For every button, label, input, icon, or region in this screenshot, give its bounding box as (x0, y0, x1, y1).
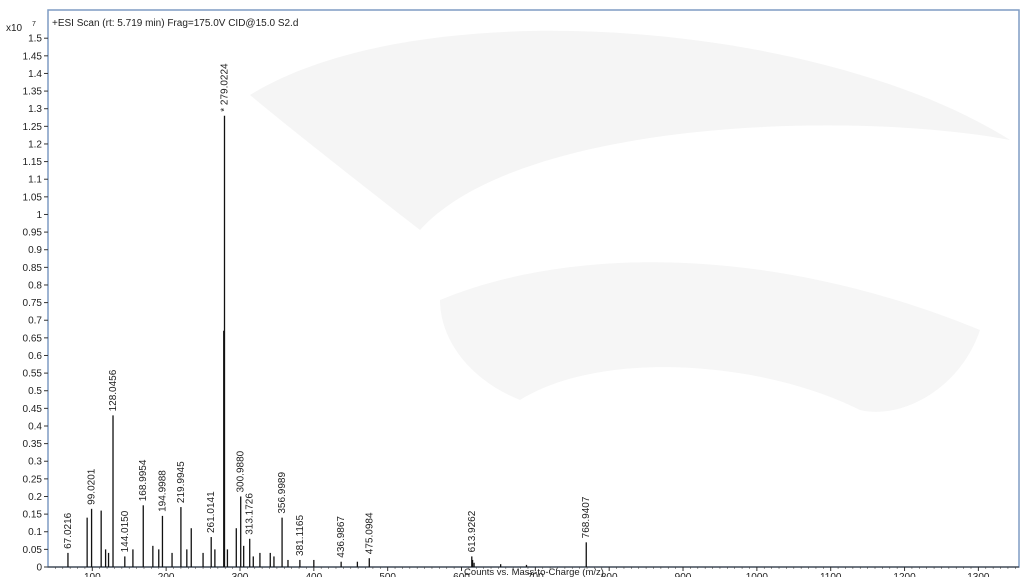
y-tick-label: 1.4 (28, 69, 42, 80)
y-tick-label: 0.6 (28, 351, 42, 362)
y-tick-label: 0.75 (23, 298, 43, 309)
x-tick-label: 400 (305, 572, 322, 577)
peak-label: 128.0456 (108, 369, 119, 411)
peak-label: 356.9989 (277, 471, 288, 513)
peak-label: 219.9945 (176, 461, 187, 503)
x-tick-label: 200 (158, 572, 175, 577)
y-tick-label: 0.3 (28, 457, 42, 468)
x-tick-label: 1300 (967, 572, 990, 577)
x-axis-label: Counts vs. Mass-to-Charge (m/z) (464, 567, 604, 577)
peak-label: 381.1165 (295, 515, 306, 556)
plot-frame (47, 9, 1020, 568)
y-tick-label: 0.2 (28, 492, 42, 503)
y-tick-label: 0.05 (23, 545, 43, 556)
peak-label: 613.9262 (467, 510, 478, 552)
y-tick-label: 1.3 (28, 104, 42, 115)
peak-label: 99.0201 (87, 468, 98, 505)
y-tick-label: 1.15 (23, 157, 43, 168)
peak-label: * 279.0224 (219, 63, 230, 112)
y-multiplier: x10 (6, 23, 23, 34)
peak-labels: 67.0216 99.0201 128.0456 144.0150 168.9954 19… (63, 63, 592, 558)
x-tick-label: 100 (84, 572, 101, 577)
x-tick-label: 1000 (746, 572, 769, 577)
x-tick-label: 900 (675, 572, 692, 577)
axes: 0 0.05 0.1 0.15 0.2 0.25 0.3 0.35 0.4 0.45 0.5 0.55… (23, 34, 1019, 577)
y-tick-label: 1.5 (28, 34, 42, 45)
y-tick-label: 1.45 (23, 51, 43, 62)
x-tick-label: 1200 (893, 572, 916, 577)
peak-label: 436.9867 (336, 516, 347, 558)
peak-label: 261.0141 (206, 491, 217, 533)
y-tick-label: 1.2 (28, 139, 42, 150)
y-tick-label: 0 (36, 563, 42, 574)
y-tick-label: 1 (36, 210, 42, 221)
peak-bars (67, 115, 587, 567)
y-tick-label: 1.25 (23, 122, 43, 133)
x-tick-label: 300 (232, 572, 249, 577)
y-tick-label: 1.05 (23, 192, 43, 203)
y-tick-label: 0.1 (28, 527, 42, 538)
x-tick-label: 600 (453, 572, 470, 577)
x-tick-label: 1100 (820, 572, 842, 577)
y-tick-label: 1.35 (23, 87, 43, 98)
peak-label: 168.9954 (138, 459, 149, 501)
y-tick-label: 0.15 (23, 510, 43, 521)
y-tick-label: 0.95 (23, 228, 43, 239)
peak-label: 194.9988 (157, 470, 168, 512)
peak-label: 300.9880 (236, 450, 247, 492)
y-tick-label: 0.7 (28, 316, 42, 327)
x-tick-label: 700 (527, 572, 544, 577)
x-tick-label: 500 (379, 572, 396, 577)
y-tick-label: 0.8 (28, 280, 42, 291)
peak-label: 475.0984 (364, 512, 375, 554)
peak-label: 768.9407 (581, 496, 592, 538)
x-tick-label: 800 (601, 572, 618, 577)
y-tick-label: 1.1 (28, 175, 42, 186)
y-tick-label: 0.35 (23, 439, 43, 450)
y-tick-label: 0.55 (23, 369, 43, 380)
y-tick-label: 0.65 (23, 333, 43, 344)
y-tick-label: 0.9 (28, 245, 42, 256)
peak-label: 313.1726 (245, 493, 256, 535)
y-tick-label: 0.4 (28, 421, 42, 432)
y-tick-label: 0.85 (23, 263, 43, 274)
peak-label: 67.0216 (63, 512, 74, 549)
y-tick-label: 0.45 (23, 404, 43, 415)
y-tick-label: 0.5 (28, 386, 42, 397)
chart-title: +ESI Scan (rt: 5.719 min) Frag=175.0V CI… (52, 18, 298, 29)
peak-label: 144.0150 (120, 510, 131, 552)
y-exponent: 7 (32, 21, 36, 28)
y-tick-label: 0.25 (23, 474, 43, 485)
